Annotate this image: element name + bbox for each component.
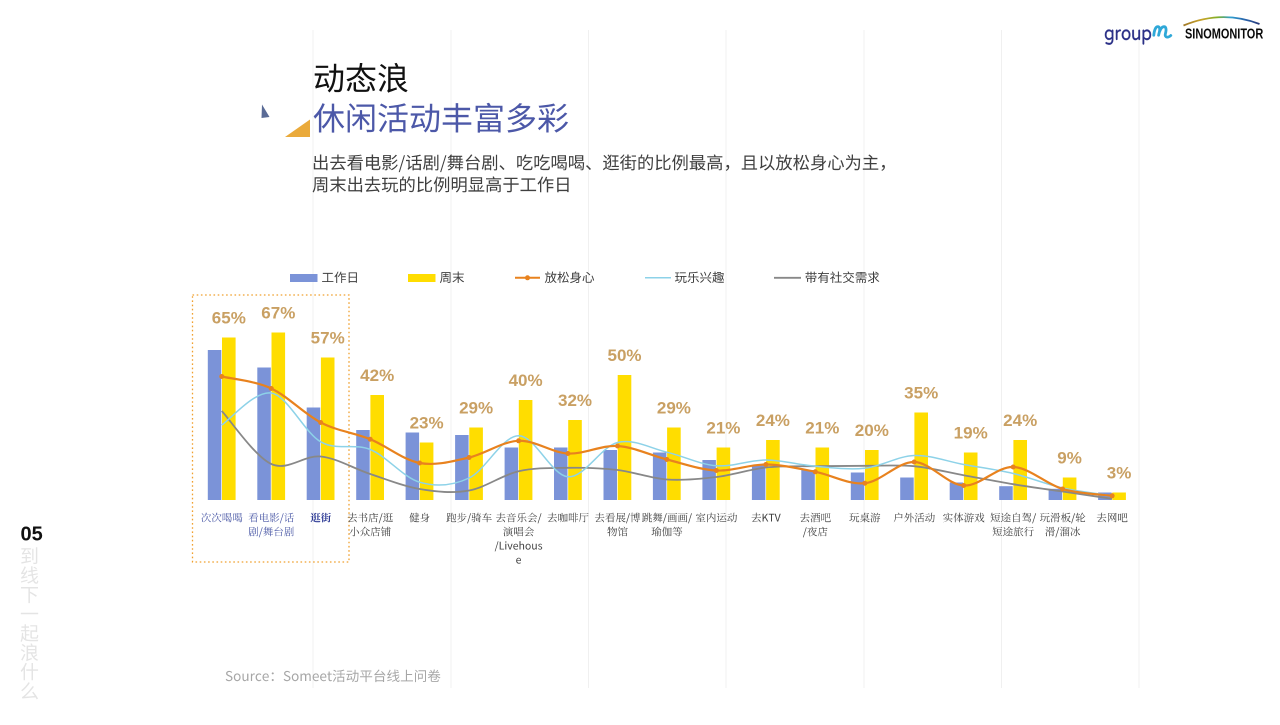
svg-text:21%: 21% xyxy=(805,419,839,438)
svg-text:3%: 3% xyxy=(1107,464,1132,483)
svg-text:24%: 24% xyxy=(1003,411,1037,430)
svg-text:32%: 32% xyxy=(558,391,592,410)
svg-text:65%: 65% xyxy=(212,309,246,328)
svg-text:35%: 35% xyxy=(904,384,938,403)
svg-text:29%: 29% xyxy=(459,399,493,418)
svg-text:05: 05 xyxy=(21,524,43,546)
svg-text:19%: 19% xyxy=(954,424,988,443)
svg-text:SINOMONITOR: SINOMONITOR xyxy=(1185,25,1264,42)
svg-text:24%: 24% xyxy=(756,411,790,430)
svg-text:29%: 29% xyxy=(657,399,691,418)
svg-text:23%: 23% xyxy=(410,414,444,433)
svg-text:50%: 50% xyxy=(607,346,641,365)
svg-text:21%: 21% xyxy=(706,419,740,438)
svg-text:40%: 40% xyxy=(509,371,543,390)
svg-text:20%: 20% xyxy=(855,421,889,440)
svg-text:42%: 42% xyxy=(360,366,394,385)
svg-text:67%: 67% xyxy=(261,304,295,323)
svg-text:9%: 9% xyxy=(1057,449,1082,468)
svg-text:57%: 57% xyxy=(311,329,345,348)
